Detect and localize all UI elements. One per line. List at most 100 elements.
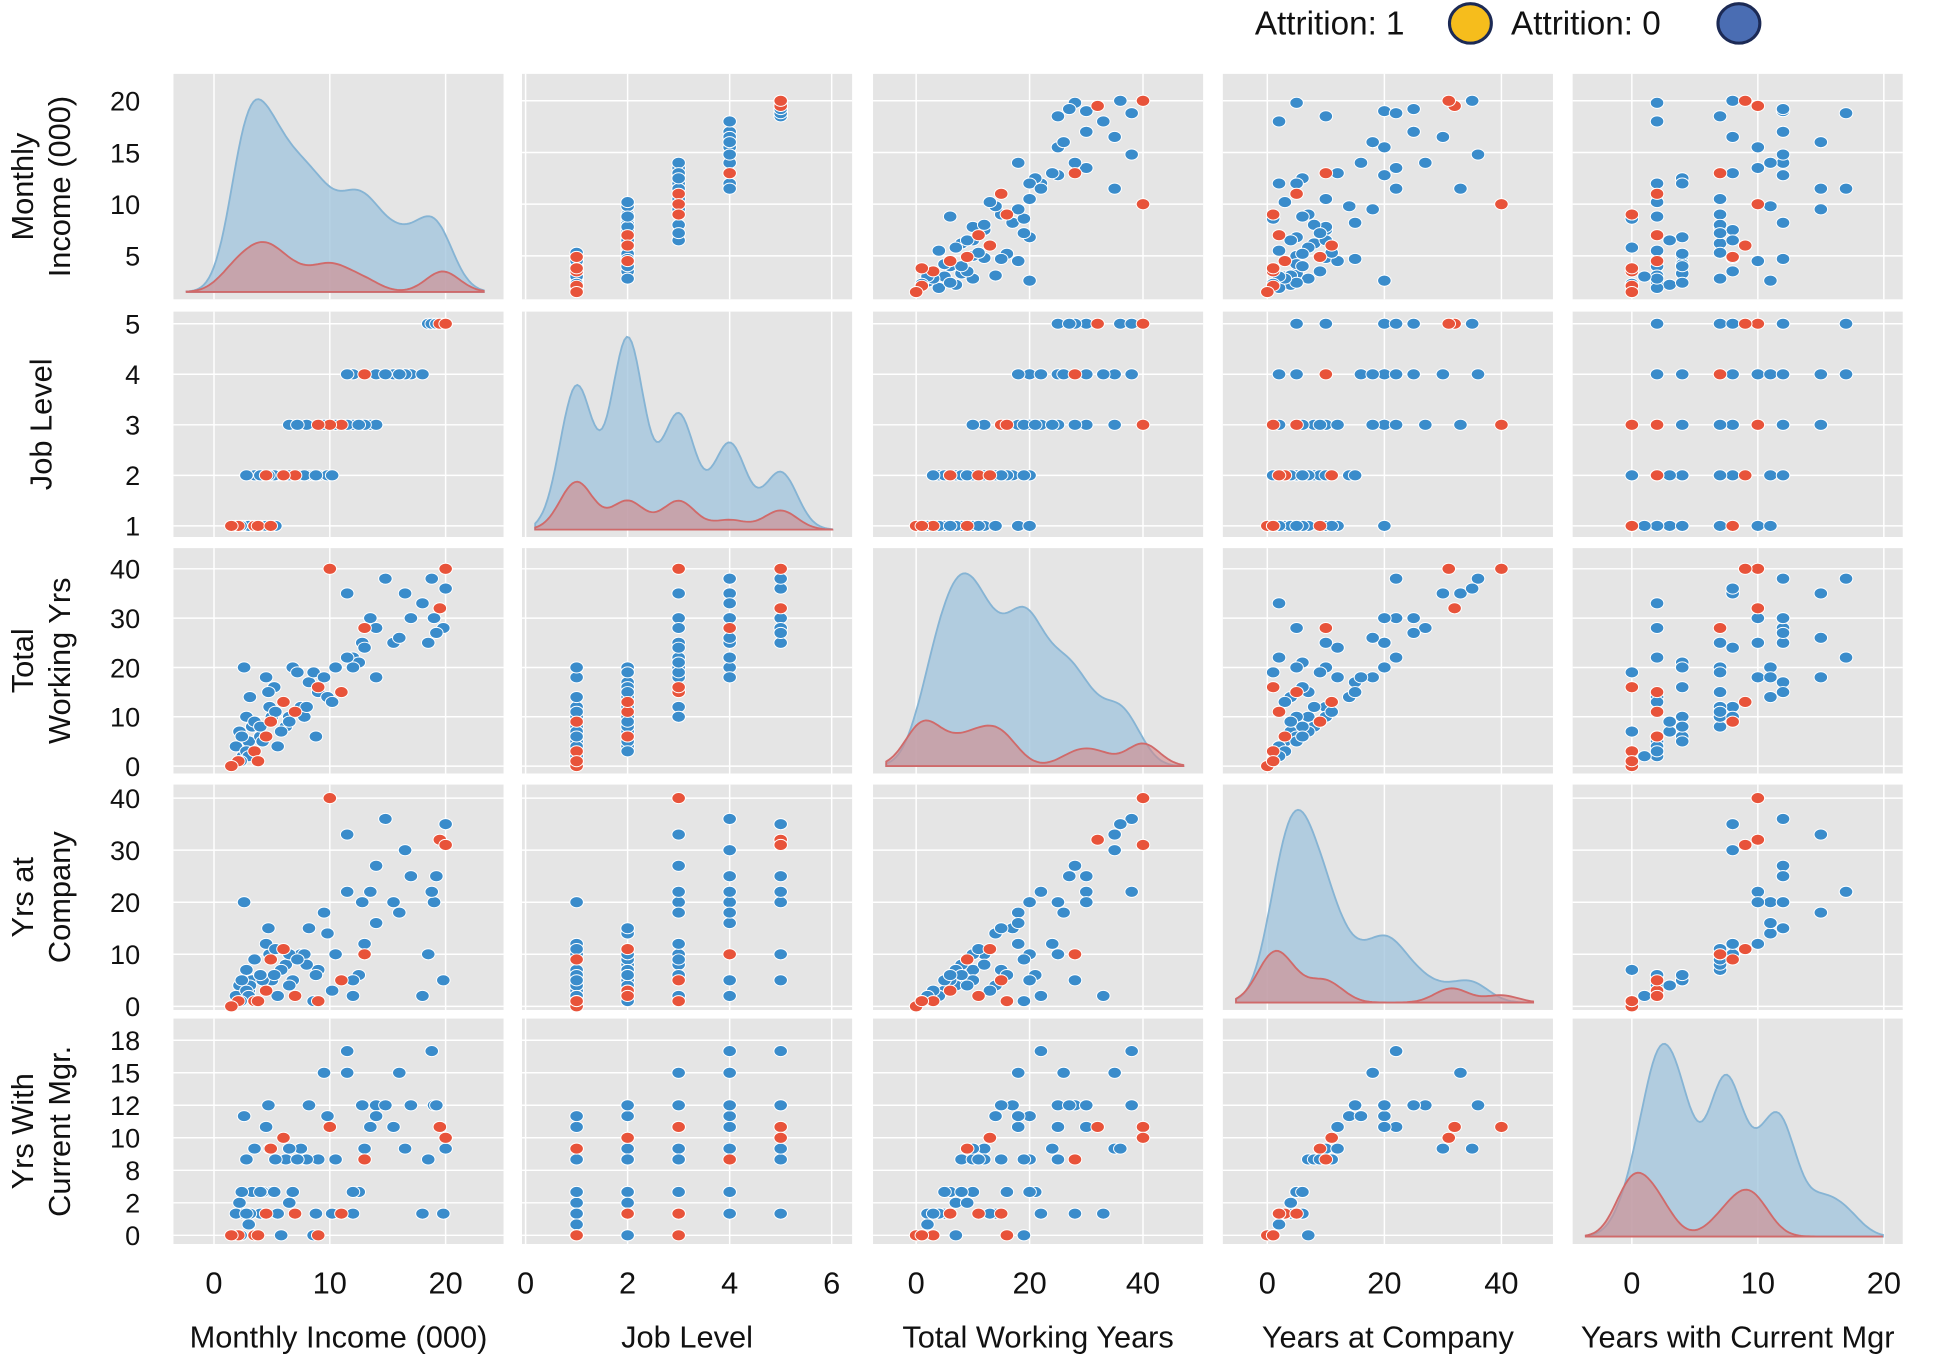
data-point-attrition-0 [1347,216,1363,229]
data-point-attrition-0 [1277,695,1293,709]
data-point-attrition-0 [1010,1110,1026,1123]
data-point-attrition-0 [1050,1153,1066,1166]
data-point-attrition-0 [1347,469,1363,482]
panel-background [1572,784,1903,1010]
data-point-attrition-0 [773,870,788,883]
data-point-attrition-1 [1494,418,1509,431]
data-point-attrition-1 [620,255,635,268]
data-point-attrition-0 [1453,587,1468,600]
x-tick-label: 6 [823,1265,840,1300]
data-point-attrition-1 [1260,286,1275,299]
data-point-attrition-0 [722,1120,737,1133]
data-point-attrition-0 [1674,519,1690,532]
data-point-attrition-0 [1016,1153,1032,1166]
data-point-attrition-1 [438,317,453,330]
data-point-attrition-0 [1838,182,1854,195]
data-point-attrition-0 [354,1099,370,1112]
data-point-attrition-0 [415,597,430,610]
data-point-attrition-0 [1725,130,1740,144]
data-point-attrition-0 [1750,671,1766,684]
data-point-attrition-0 [1418,156,1433,169]
data-point-attrition-0 [1763,200,1778,213]
data-point-attrition-0 [920,1218,935,1231]
data-point-attrition-0 [569,943,584,956]
data-point-attrition-0 [1674,368,1690,381]
data-point-attrition-1 [942,984,958,997]
data-point-attrition-0 [1289,519,1304,532]
legend-swatch-attrition-0 [1716,2,1762,45]
data-point-attrition-1 [1725,250,1740,263]
data-point-attrition-0 [1813,418,1829,431]
data-point-attrition-1 [1441,317,1457,330]
data-point-attrition-0 [1775,812,1791,825]
data-point-attrition-0 [671,1066,686,1079]
data-point-attrition-0 [282,715,297,728]
data-point-attrition-0 [258,671,274,684]
data-point-attrition-1 [999,418,1015,431]
data-point-attrition-0 [345,661,361,674]
x-tick-label: 0 [1623,1265,1640,1300]
data-point-attrition-1 [1750,562,1766,575]
data-point-attrition-0 [320,1110,335,1123]
data-point-attrition-0 [1067,1207,1083,1220]
data-point-attrition-0 [1674,969,1690,982]
data-point-attrition-0 [722,974,737,987]
data-point-attrition-0 [363,1120,378,1133]
data-point-attrition-0 [386,896,401,909]
data-point-attrition-1 [982,943,998,956]
data-point-attrition-0 [671,641,686,654]
data-point-attrition-0 [1750,885,1766,898]
data-point-attrition-0 [942,210,958,223]
data-point-attrition-0 [1277,196,1293,209]
data-point-attrition-0 [1295,260,1310,273]
data-point-attrition-0 [1763,917,1778,930]
data-point-attrition-1 [999,995,1015,1008]
data-point-attrition-0 [1377,169,1392,182]
data-point-attrition-0 [1674,418,1690,431]
data-point-attrition-1 [1289,1207,1304,1220]
data-point-attrition-1 [438,838,453,851]
data-point-attrition-0 [1470,1099,1486,1112]
data-point-attrition-1 [287,989,303,1002]
data-point-attrition-0 [569,1120,584,1133]
data-point-attrition-0 [671,621,686,635]
data-point-attrition-0 [1079,870,1094,883]
data-point-attrition-0 [1662,519,1677,532]
data-point-attrition-1 [250,995,266,1008]
data-point-attrition-1 [1067,368,1083,381]
data-point-attrition-1 [258,469,274,482]
x-tick-label: 20 [1867,1265,1901,1300]
data-point-attrition-0 [1775,612,1791,625]
data-point-attrition-0 [236,896,252,909]
data-point-attrition-0 [1010,1066,1026,1079]
data-point-attrition-0 [339,1045,355,1058]
data-point-attrition-0 [1813,136,1829,149]
x-tick-label: 10 [313,1265,347,1300]
y-tick-label: 1 [125,511,140,542]
kde-curve-attrition-1 [185,241,485,293]
data-point-attrition-0 [1330,1142,1345,1155]
data-point-attrition-0 [1079,896,1094,909]
data-point-attrition-0 [1637,270,1652,283]
data-point-attrition-1 [1737,838,1753,851]
data-point-attrition-0 [1377,1099,1392,1112]
data-point-attrition-0 [1712,192,1728,206]
data-point-attrition-0 [1470,148,1486,161]
kde-curve-attrition-0 [1235,808,1534,1004]
data-point-attrition-0 [1388,572,1404,585]
data-point-attrition-0 [1712,666,1728,679]
data-point-attrition-1 [334,1207,349,1220]
data-point-attrition-0 [403,870,419,883]
x-tick-label: 20 [429,1265,463,1300]
data-point-attrition-0 [261,922,276,935]
y-tick-label: 10 [110,702,140,733]
data-point-attrition-0 [1775,125,1791,138]
data-point-attrition-0 [339,1066,355,1079]
data-point-attrition-0 [1033,1207,1049,1220]
data-point-attrition-0 [1312,227,1328,240]
data-point-attrition-0 [1289,177,1304,190]
data-point-attrition-0 [569,1110,584,1123]
data-point-attrition-0 [1010,156,1026,169]
panel-background [173,1018,504,1244]
data-point-attrition-0 [316,906,332,919]
